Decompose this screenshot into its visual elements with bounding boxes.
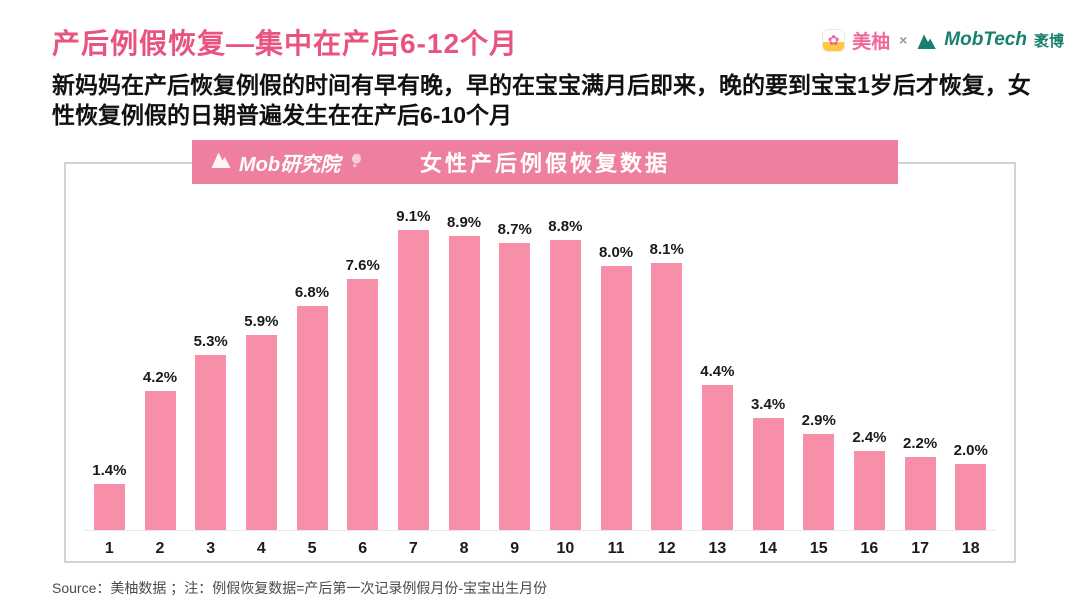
x-axis-tick-label: 13 (708, 540, 727, 557)
bar-value-label: 8.7% (497, 221, 532, 238)
bar-slot: 9.1% (388, 184, 439, 530)
bar (803, 434, 835, 530)
bar (600, 266, 632, 530)
bar (245, 335, 277, 530)
bar-value-label: 2.2% (902, 435, 938, 452)
bar-slot: 4.4% (692, 184, 743, 530)
bar (499, 243, 531, 530)
bar-value-label: 4.4% (700, 363, 735, 380)
x-axis-tick-label: 2 (155, 540, 165, 557)
bar-slot: 5.3% (185, 184, 236, 530)
bar-slot: 7.6% (337, 184, 388, 530)
bar-value-label: 5.3% (193, 333, 228, 350)
bar-value-label: 9.1% (396, 208, 431, 225)
bar (752, 418, 784, 530)
x-axis-tick-label: 8 (459, 540, 469, 557)
page-title: 产后例假恢复—集中在产后6-12个月 (52, 28, 519, 59)
bar-value-label: 8.9% (446, 214, 482, 231)
bar-value-label: 3.4% (750, 396, 786, 413)
mobtech-mountain-icon (916, 31, 937, 50)
bar (296, 306, 328, 530)
x-axis-tick-label: 6 (358, 540, 368, 557)
bar-slot: 8.8% (540, 184, 591, 530)
bar (144, 391, 176, 530)
bar-slot: 1.4% (84, 184, 135, 530)
x-axis-tick-label: 12 (657, 540, 676, 557)
bar-value-label: 1.4% (92, 462, 127, 479)
x-axis-tick-label: 11 (607, 540, 625, 557)
bar-value-label: 8.0% (598, 244, 634, 261)
x-axis-tick-label: 9 (510, 540, 520, 557)
meiyou-logo-text: 美柚 (852, 31, 891, 53)
bar-value-label: 6.8% (294, 284, 330, 301)
mobtech-logo-suffix: 袤博 (1033, 32, 1064, 50)
bar (347, 279, 379, 530)
chart-container: Mob研究院 女性产后例假恢复数据 1.4% 4.2% 5.3% 5.9% 6.8% 7.… (64, 140, 1016, 563)
x-axis-tick-label: 5 (307, 540, 317, 557)
chart-title: 女性产后例假恢复数据 (419, 151, 670, 176)
x-axis-tick-label: 3 (206, 540, 216, 557)
meiyou-app-icon: ✿ (822, 28, 846, 52)
bar-value-label: 2.4% (852, 429, 887, 446)
mob-mountain-icon (210, 149, 232, 175)
bar-slot: 8.7% (489, 184, 540, 530)
bar-slot: 4.2% (135, 184, 186, 530)
page-subtitle: 新妈妈在产后恢复例假的时间有早有晚，早的在宝宝满月后即来，晚的要到宝宝1岁后才恢… (52, 72, 1031, 129)
x-axis-tick-label: 10 (556, 540, 575, 557)
chart-banner: Mob研究院 女性产后例假恢复数据 (192, 140, 898, 184)
bar-slot: 3.4% (743, 184, 794, 530)
mob-research-logo: Mob研究院 (210, 140, 362, 184)
bar-slot: 5.9% (236, 184, 287, 530)
source-note: Source：美柚数据 ；注：例假恢复数据=产后第一次记录例假月份-宝宝出生月份 (52, 580, 548, 596)
bar (701, 385, 733, 530)
bar-value-label: 8.8% (548, 218, 583, 235)
bar (651, 263, 683, 530)
x-axis-tick-label: 4 (256, 540, 266, 557)
logo-separator: × (899, 32, 908, 48)
x-axis-tick-label: 7 (408, 540, 418, 557)
x-axis-tick-label: 16 (860, 540, 879, 557)
bar-slot: 2.9% (793, 184, 844, 530)
bar-slot: 8.1% (641, 184, 692, 530)
x-axis-labels: 1 2 3 4 5 6 7 8 9 10 11 12 13 14 15 16 17 18 (84, 540, 996, 558)
x-axis-tick-label: 14 (759, 540, 777, 557)
bar (955, 464, 987, 530)
bar (195, 355, 227, 530)
balloon-icon (347, 149, 365, 174)
bar-slot: 2.0% (945, 184, 996, 530)
bar (448, 236, 480, 530)
mobtech-logo-text: MobTech (944, 29, 1027, 50)
bar-value-label: 2.9% (801, 412, 836, 429)
flower-icon: ✿ (827, 32, 840, 48)
bar-value-label: 8.1% (649, 241, 684, 258)
bar-slot: 8.9% (439, 184, 490, 530)
bars-area: 1.4% 4.2% 5.3% 5.9% 6.8% 7.6% 9.1% 8.9% 8.7% 8.8%… (84, 184, 996, 531)
mob-research-logo-text: Mob研究院 (239, 153, 341, 176)
x-axis-tick-label: 15 (809, 540, 828, 557)
x-axis-tick-label: 18 (961, 540, 980, 557)
bar (397, 230, 429, 530)
bar-slot: 6.8% (287, 184, 338, 530)
bar-value-label: 5.9% (244, 313, 279, 330)
bar-value-label: 7.6% (345, 257, 380, 274)
bar-slot: 2.4% (844, 184, 895, 530)
bar (853, 451, 885, 530)
bar (549, 240, 581, 530)
x-axis-tick-label: 17 (911, 540, 929, 557)
bar (93, 484, 125, 530)
brand-logos: ✿ 美柚 × MobTech 袤博 (822, 27, 1064, 53)
bar-slot: 8.0% (591, 184, 642, 530)
bar (904, 457, 936, 530)
x-axis-tick-label: 1 (104, 540, 114, 557)
bar-slot: 2.2% (895, 184, 946, 530)
bar-value-label: 4.2% (142, 369, 178, 386)
bar-value-label: 2.0% (953, 442, 988, 459)
